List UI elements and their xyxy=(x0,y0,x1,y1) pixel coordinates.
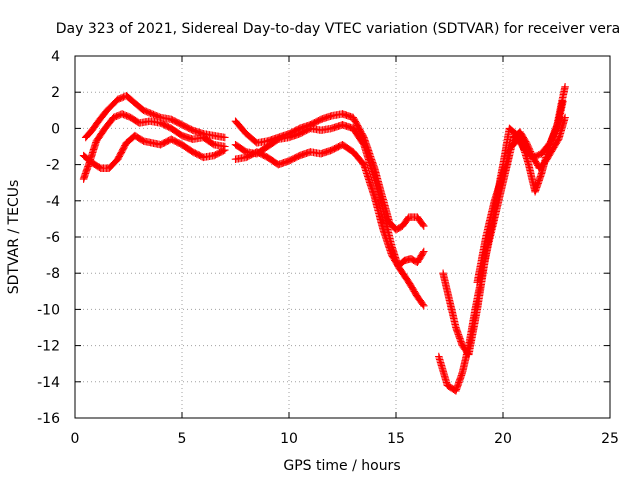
y-tick-label: 4 xyxy=(51,49,60,65)
y-tick-label: -10 xyxy=(37,302,60,318)
plus-markers xyxy=(79,131,229,172)
plus-markers xyxy=(231,140,428,310)
y-tick-label: -2 xyxy=(46,158,60,174)
series-track-g xyxy=(439,83,569,359)
series-track-c xyxy=(79,131,229,172)
x-axis-label: GPS time / hours xyxy=(283,458,400,474)
y-tick-label: -4 xyxy=(46,194,60,210)
y-tick-label: -16 xyxy=(37,411,60,427)
y-tick-label: 0 xyxy=(51,121,60,137)
x-tick-label: 5 xyxy=(178,431,187,447)
y-tick-label: -14 xyxy=(37,375,60,391)
y-tick-label: -6 xyxy=(46,230,60,246)
grid xyxy=(75,56,610,418)
series-track-a xyxy=(81,92,229,142)
plus-markers xyxy=(439,83,569,359)
series-track-i xyxy=(473,97,567,287)
y-tick-label: -12 xyxy=(37,339,60,355)
y-tick-label: -8 xyxy=(46,266,60,282)
plus-markers xyxy=(473,97,567,287)
data-markers xyxy=(79,83,569,395)
chart-title: Day 323 of 2021, Sidereal Day-to-day VTE… xyxy=(56,21,620,37)
series-track-f xyxy=(231,140,428,310)
x-tick-label: 0 xyxy=(71,431,80,447)
x-tick-label: 15 xyxy=(387,431,405,447)
axis-ticks xyxy=(74,55,611,419)
y-tick-labels: 4 2 0 -2 -4 -6 -8 -10 -12 -14 -16 xyxy=(37,49,60,427)
y-axis-label: SDTVAR / TECUs xyxy=(6,180,22,295)
x-tick-label: 25 xyxy=(601,431,619,447)
x-tick-label: 20 xyxy=(494,431,512,447)
x-tick-label: 10 xyxy=(280,431,298,447)
y-tick-label: 2 xyxy=(51,85,60,101)
plus-markers xyxy=(81,92,229,142)
x-tick-labels: 0 5 10 15 20 25 xyxy=(71,431,619,447)
